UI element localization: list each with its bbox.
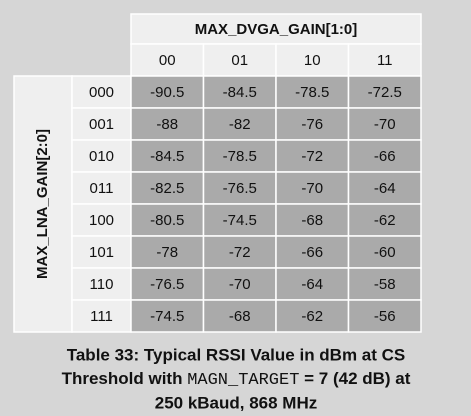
column-header: 11 [377, 52, 393, 69]
row-header-cell [71, 299, 132, 333]
data-cell [347, 299, 422, 333]
caption-line: 250 kBaud, 868 MHz [155, 393, 318, 412]
cell-value: -66 [301, 244, 323, 261]
cell-value: -64 [374, 180, 396, 197]
row-header: 000 [89, 84, 114, 101]
row-header: 111 [90, 308, 113, 325]
cell-value: -76.5 [223, 180, 257, 197]
cell-value: -78.5 [223, 148, 257, 165]
cell-value: -84.5 [223, 84, 257, 101]
column-header: 10 [304, 52, 321, 69]
row-header: 011 [90, 180, 114, 197]
data-cell [347, 235, 422, 269]
cell-value: -78 [156, 244, 178, 261]
cell-value: -82.5 [150, 180, 184, 197]
cell-value: -74.5 [150, 308, 184, 325]
header-cell [130, 13, 422, 45]
row-header-cell [71, 75, 132, 109]
cell-value: -72.5 [368, 84, 402, 101]
data-cell [347, 171, 422, 205]
cell-value: -70 [229, 276, 251, 293]
cell-value: -72 [301, 148, 323, 165]
cell-value: -66 [374, 148, 396, 165]
cell-value: -72 [229, 244, 251, 261]
cell-value: -90.5 [150, 84, 184, 101]
header-cell [202, 43, 277, 77]
caption-code: MAGN_TARGET [187, 371, 299, 390]
cell-value: -58 [374, 276, 396, 293]
data-cell [130, 235, 205, 269]
caption-line: Table 33: Typical RSSI Value in dBm at C… [67, 345, 406, 364]
data-cell [130, 75, 205, 109]
row-header: 101 [89, 244, 114, 261]
cell-value: -88 [156, 116, 178, 133]
data-cell [202, 267, 277, 301]
caption-text: Threshold with [62, 369, 188, 388]
data-cell [347, 267, 422, 301]
data-cell [275, 299, 350, 333]
cell-value: -68 [229, 308, 251, 325]
data-cell [347, 139, 422, 173]
caption-text: = 7 (42 dB) at [299, 369, 410, 388]
cell-value: -76 [301, 116, 323, 133]
header-cell [347, 43, 422, 77]
table: MAX_DVGA_GAIN[1:0]00 01 10 11MAX_LNA_GAIN[2… [13, 13, 422, 333]
column-header: 01 [231, 52, 248, 69]
cell-value: -82 [229, 116, 251, 133]
data-cell [275, 75, 350, 109]
data-cell [275, 235, 350, 269]
data-cell [347, 203, 422, 237]
cell-value: -84.5 [150, 148, 184, 165]
row-header: 001 [89, 116, 114, 133]
row-header: 110 [90, 276, 114, 293]
cell-value: -74.5 [223, 212, 257, 229]
row-header-cell [71, 235, 132, 269]
cell-value: -60 [374, 244, 396, 261]
data-cell [347, 107, 422, 141]
data-cell [130, 299, 205, 333]
cell-value: -70 [301, 180, 323, 197]
data-cell [275, 203, 350, 237]
data-cell [202, 75, 277, 109]
cell-value: -78.5 [295, 84, 329, 101]
cell-value: -68 [301, 212, 323, 229]
cell-value: -70 [374, 116, 396, 133]
cell-value: -62 [374, 212, 396, 229]
data-cell [347, 75, 422, 109]
cell-value: -56 [374, 308, 396, 325]
column-group: MAX_DVGA_GAIN[1:0] [195, 21, 358, 38]
caption-line: Threshold with MAGN_TARGET = 7 (42 dB) a… [62, 369, 411, 390]
row-header: 100 [89, 212, 114, 229]
row-header: 010 [89, 148, 114, 165]
cell-value: -80.5 [150, 212, 184, 229]
cell-value: -64 [301, 276, 323, 293]
data-cell [202, 107, 277, 141]
cell-value: -62 [301, 308, 323, 325]
column-header: 00 [159, 52, 176, 69]
row-group: MAX_LNA_GAIN[2:0] [34, 129, 51, 279]
data-cell [275, 267, 350, 301]
cell-value: -76.5 [150, 276, 184, 293]
